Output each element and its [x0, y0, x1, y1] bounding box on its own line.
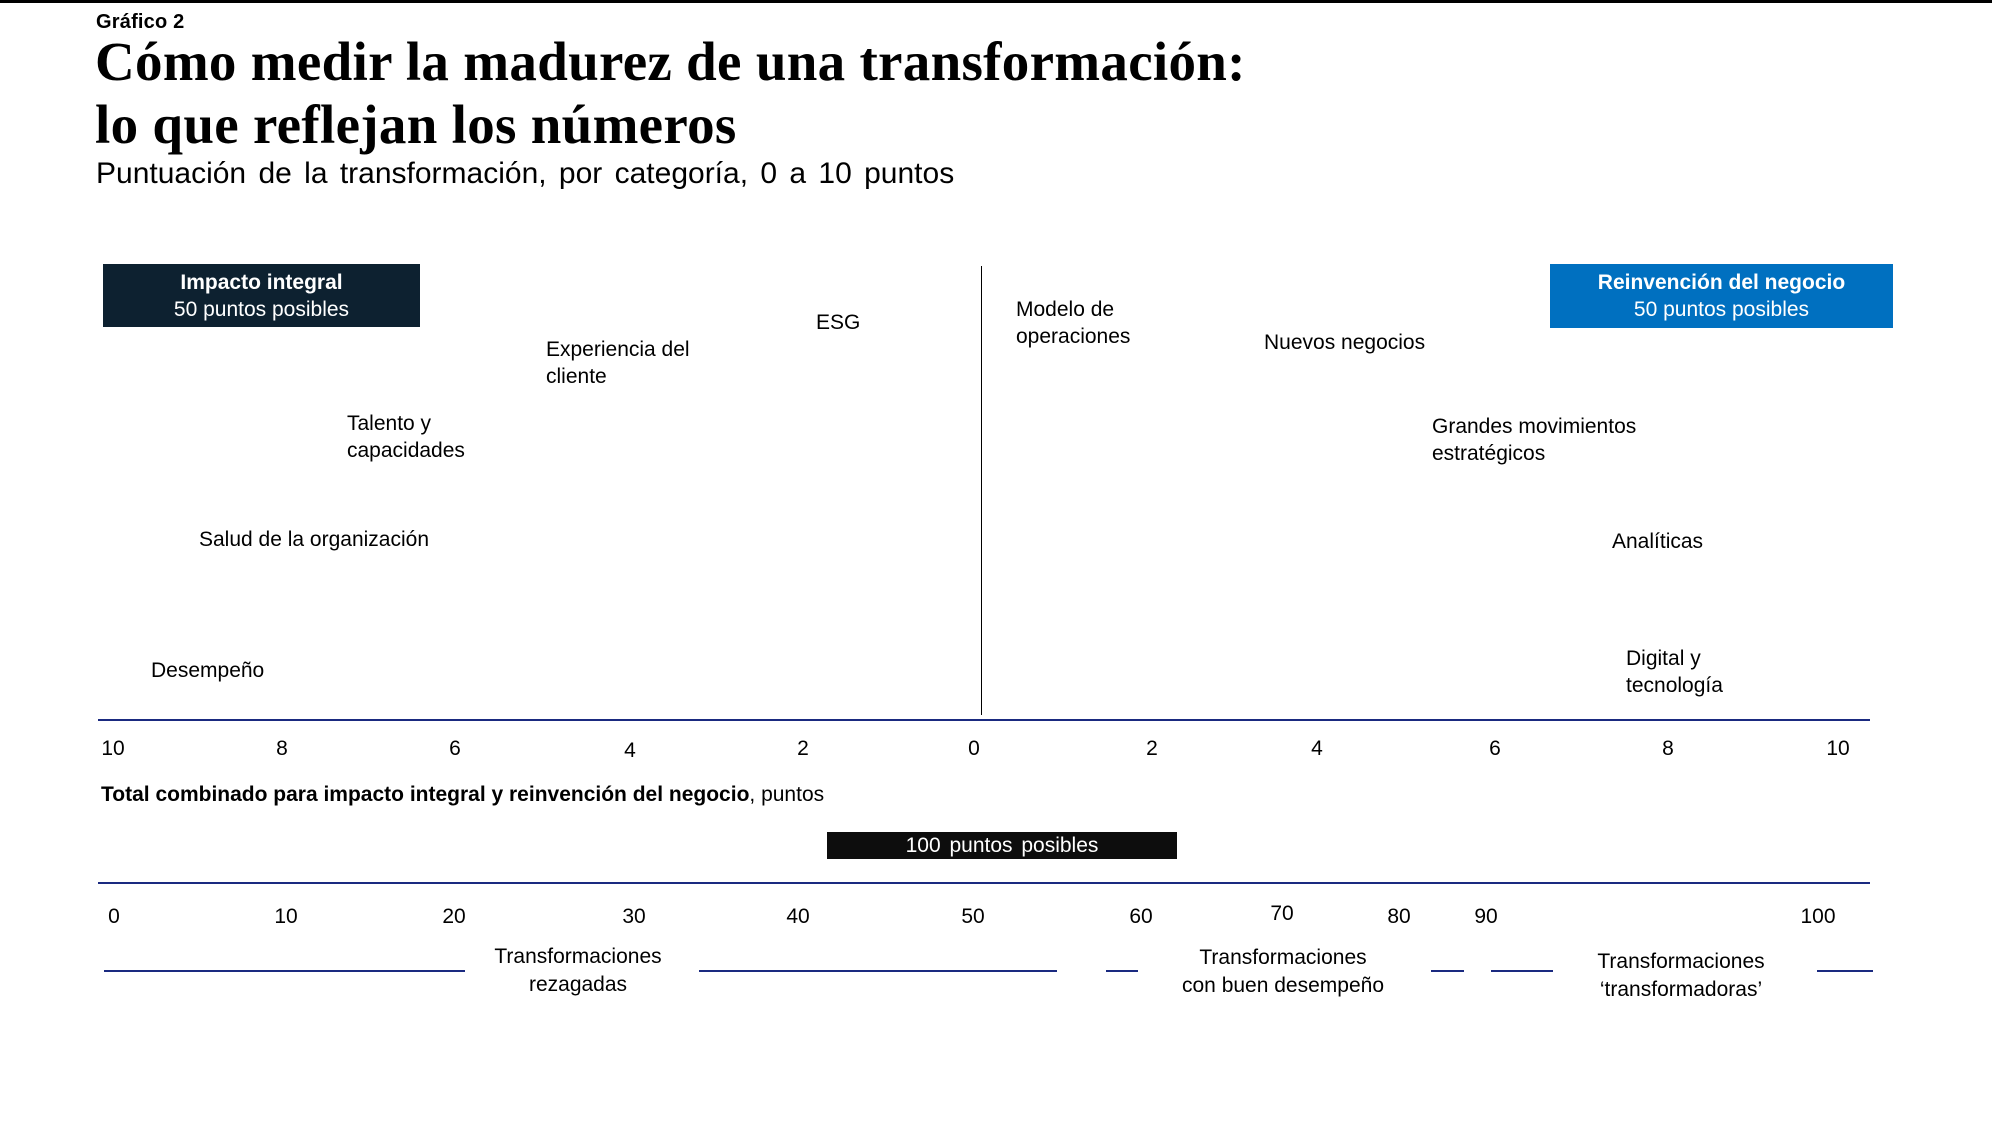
category-label: ESG	[816, 311, 861, 334]
axis-tick: 2	[1146, 737, 1158, 760]
category-label: Talento y	[347, 412, 432, 435]
axis-tick: 10	[101, 737, 125, 760]
impacto-integral-note: 50 puntos posibles	[173, 298, 350, 321]
category-label: Experiencia del	[546, 338, 690, 361]
band-bracket-segment	[1106, 970, 1138, 972]
axis-tick: 2	[797, 737, 809, 760]
impacto-integral-box: Impacto integral 50 puntos posibles	[103, 264, 420, 327]
combined-tick: 30	[622, 905, 646, 928]
reinvencion-negocio-note: 50 puntos posibles	[1633, 298, 1810, 321]
category-desempeno: Desempeño	[151, 657, 264, 684]
band-bracket-segment	[1491, 970, 1553, 972]
combined-tick: 80	[1387, 905, 1411, 928]
category-label: Analíticas	[1612, 530, 1704, 553]
combined-total-label: Total combinado para impacto integral y …	[101, 783, 824, 807]
category-experiencia-cliente: Experiencia del cliente	[546, 336, 690, 390]
band-bracket-segment	[1817, 970, 1873, 972]
axis-tick: 6	[1489, 737, 1501, 760]
band-label: Transformaciones	[1597, 950, 1765, 973]
band-bracket-segment	[699, 970, 1057, 972]
combined-tick: 10	[274, 905, 298, 928]
category-esg: ESG	[816, 309, 860, 336]
category-talento-capacidades: Talento y capacidades	[347, 410, 465, 464]
category-label: Grandes movimientos	[1432, 415, 1637, 438]
category-salud-organizacion: Salud de la organización	[199, 526, 429, 553]
combined-label-suffix: , puntos	[749, 783, 825, 806]
category-label: Salud de la organización	[199, 528, 429, 551]
category-label: Digital y	[1626, 647, 1701, 670]
band-label: rezagadas	[528, 973, 628, 996]
reinvencion-negocio-title: Reinvención del negocio	[1597, 271, 1846, 294]
category-grandes-movimientos: Grandes movimientos estratégicos	[1432, 413, 1636, 467]
category-label: operaciones	[1016, 325, 1131, 348]
axis-tick: 10	[1826, 737, 1850, 760]
axis-tick: 8	[276, 737, 288, 760]
band-label: con buen desempeño	[1182, 974, 1384, 997]
band-label: Transformaciones	[494, 945, 662, 968]
category-label: Nuevos negocios	[1264, 331, 1426, 354]
hundred-points-box: 100 puntos posibles	[827, 832, 1177, 859]
axis-tick: 4	[624, 739, 636, 762]
category-nuevos-negocios: Nuevos negocios	[1264, 329, 1425, 356]
category-label: Desempeño	[151, 659, 265, 682]
category-analiticas: Analíticas	[1612, 528, 1703, 555]
center-divider	[981, 266, 982, 715]
impacto-integral-title: Impacto integral	[180, 271, 343, 294]
combined-axis-line	[98, 882, 1870, 884]
combined-tick: 100	[1800, 905, 1836, 928]
top-rule	[0, 0, 1992, 3]
combined-tick: 90	[1474, 905, 1498, 928]
category-label: cliente	[546, 365, 607, 388]
combined-tick: 60	[1129, 905, 1153, 928]
band-label: Transformaciones	[1199, 946, 1367, 969]
category-label: capacidades	[347, 439, 465, 462]
combined-tick: 70	[1270, 902, 1294, 925]
band-bracket-segment	[1431, 970, 1464, 972]
chart-title: Cómo medir la madurez de una transformac…	[95, 30, 1495, 156]
category-axis-line	[98, 719, 1870, 721]
axis-tick: 6	[449, 737, 461, 760]
title-line-2: lo que reflejan los números	[95, 94, 737, 155]
category-digital-tecnologia: Digital y tecnología	[1626, 645, 1723, 699]
axis-tick: 8	[1662, 737, 1674, 760]
category-label: Modelo de	[1016, 298, 1115, 321]
combined-tick: 0	[108, 905, 120, 928]
category-label: estratégicos	[1432, 442, 1546, 465]
combined-tick: 20	[442, 905, 466, 928]
combined-tick: 40	[786, 905, 810, 928]
band-buen-desempeno: Transformaciones con buen desempeño	[1182, 944, 1384, 1000]
reinvencion-negocio-box: Reinvención del negocio 50 puntos posibl…	[1550, 264, 1893, 328]
combined-label-bold: Total combinado para impacto integral y …	[101, 783, 750, 806]
title-line-1: Cómo medir la madurez de una transformac…	[95, 31, 1246, 92]
category-label: tecnología	[1626, 674, 1723, 697]
band-rezagadas: Transformaciones rezagadas	[494, 943, 661, 999]
category-modelo-operaciones: Modelo de operaciones	[1016, 296, 1130, 350]
chart-subtitle: Puntuación de la transformación, por cat…	[96, 157, 955, 190]
band-transformadoras: Transformaciones ‘transformadoras’	[1597, 948, 1764, 1004]
band-label: ‘transformadoras’	[1599, 978, 1763, 1001]
axis-tick: 4	[1311, 737, 1323, 760]
band-bracket-segment	[104, 970, 465, 972]
chart-kicker: Gráfico 2	[96, 11, 185, 33]
axis-tick: 0	[968, 737, 980, 760]
combined-tick: 50	[961, 905, 985, 928]
